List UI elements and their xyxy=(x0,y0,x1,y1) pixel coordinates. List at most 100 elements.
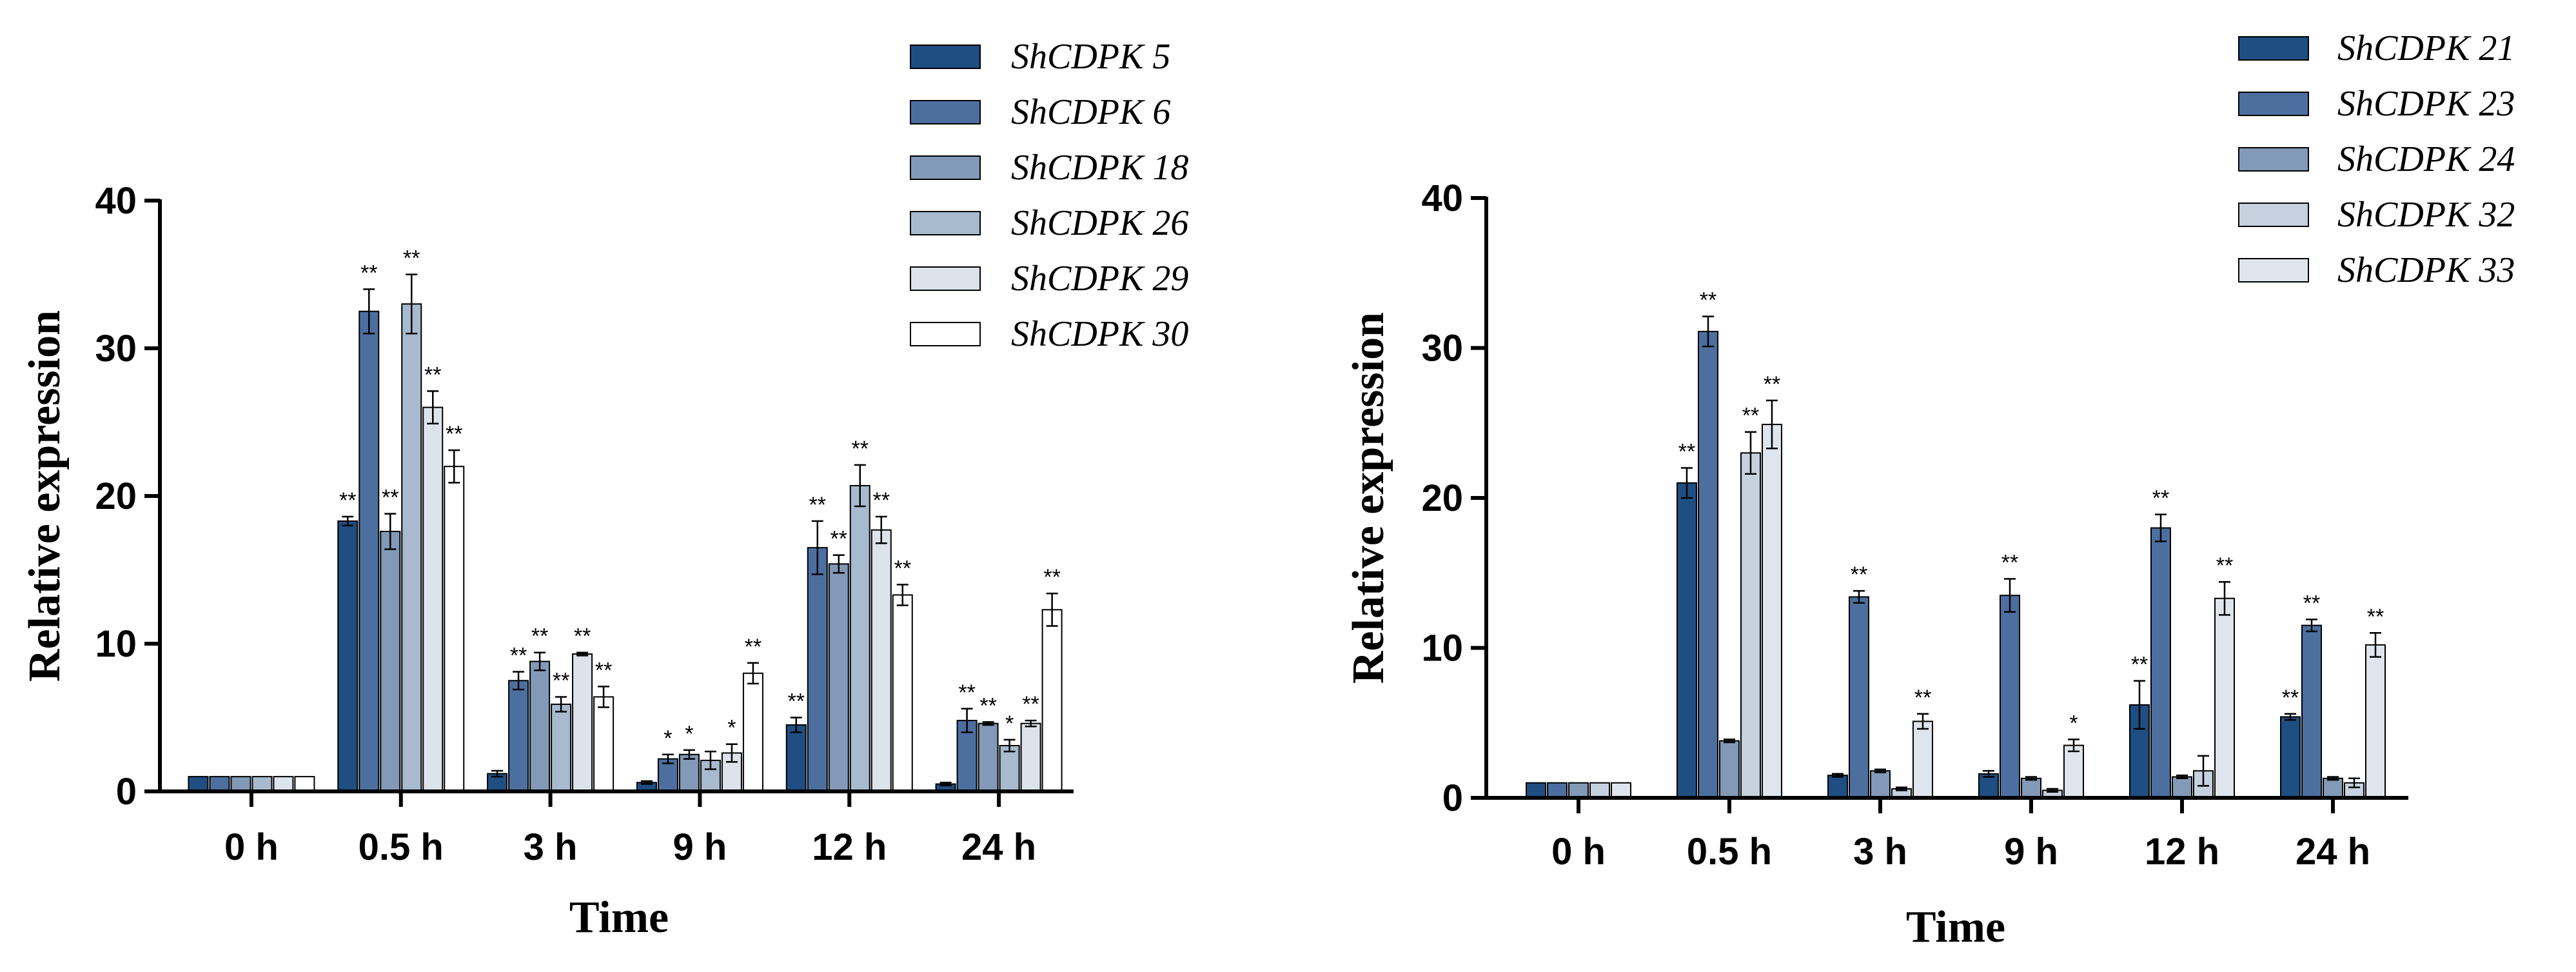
legend: ShCDPK 21 ShCDPK 23 ShCDPK 24 ShCDPK 32 ShCD… xyxy=(2239,28,2515,290)
significance-label: ** xyxy=(1700,288,1716,313)
x-tick-label: 3 h xyxy=(524,826,578,868)
bar xyxy=(231,777,250,791)
significance-label: ** xyxy=(1022,692,1039,717)
significance-label: ** xyxy=(403,246,420,271)
legend-swatch xyxy=(2239,148,2308,171)
bar xyxy=(2151,528,2170,798)
significance-label: ** xyxy=(831,527,847,551)
bar xyxy=(273,777,293,791)
bar xyxy=(872,530,891,791)
legend-label: ShCDPK 5 xyxy=(1011,37,1170,77)
bar xyxy=(380,531,400,791)
significance-label: * xyxy=(2069,711,2078,735)
y-tick-label: 10 xyxy=(95,623,137,665)
bar xyxy=(2302,626,2321,798)
legend-label: ShCDPK 23 xyxy=(2337,84,2515,124)
bar xyxy=(338,521,357,791)
significance-label: ** xyxy=(2152,486,2169,511)
bar xyxy=(1828,775,1847,798)
significance-label: ** xyxy=(788,689,805,714)
significance-label: ** xyxy=(446,422,462,446)
y-tick-label: 40 xyxy=(1421,177,1463,219)
y-tick-label: 0 xyxy=(1442,777,1463,819)
y-tick-label: 30 xyxy=(95,328,137,370)
bar xyxy=(2366,645,2385,798)
x-tick-label: 24 h xyxy=(961,826,1036,868)
significance-label: * xyxy=(664,726,672,751)
legend-swatch xyxy=(2239,92,2308,115)
significance-label: ** xyxy=(1742,404,1759,428)
legend-swatch xyxy=(2239,259,2308,282)
bar xyxy=(2000,595,2020,798)
significance-label: ** xyxy=(531,624,548,649)
significance-label: ** xyxy=(595,658,612,682)
bar xyxy=(530,661,549,791)
bar xyxy=(2064,746,2083,798)
y-axis-title: Relative expression xyxy=(1344,312,1393,684)
bar xyxy=(1720,741,1739,798)
bar xyxy=(1741,453,1760,798)
legend-label: ShCDPK 33 xyxy=(2337,250,2515,290)
y-tick-label: 40 xyxy=(95,180,137,222)
bar xyxy=(1021,724,1041,791)
significance-label: ** xyxy=(809,493,826,517)
legend-label: ShCDPK 6 xyxy=(1011,92,1170,132)
bar xyxy=(2215,599,2234,798)
legend-label: ShCDPK 26 xyxy=(1011,203,1188,243)
significance-label: ** xyxy=(745,635,762,659)
bar xyxy=(1698,332,1718,798)
bar xyxy=(1548,783,1567,798)
significance-label: ** xyxy=(852,437,869,461)
bar xyxy=(743,673,763,791)
bar xyxy=(1762,424,1782,798)
legend-label: ShCDPK 32 xyxy=(2337,195,2515,235)
bar xyxy=(444,466,464,791)
y-tick-label: 0 xyxy=(116,771,137,813)
x-tick-label: 0.5 h xyxy=(359,826,444,868)
legend-label: ShCDPK 24 xyxy=(2337,139,2515,179)
bar xyxy=(808,548,827,791)
chart-left: ****************************************… xyxy=(20,37,1188,942)
significance-label: ** xyxy=(2216,553,2233,578)
bar xyxy=(1526,783,1546,798)
x-axis-title: Time xyxy=(569,893,669,942)
significance-label: ** xyxy=(360,261,377,285)
significance-label: ** xyxy=(2001,551,2018,575)
bar xyxy=(402,304,421,791)
significance-label: ** xyxy=(894,556,911,580)
bar xyxy=(829,564,849,791)
bar xyxy=(188,777,208,791)
bar xyxy=(509,680,528,791)
significance-label: ** xyxy=(1678,440,1695,464)
significance-label: ** xyxy=(958,680,975,705)
x-axis-title: Time xyxy=(1906,902,2005,952)
bar xyxy=(1000,746,1019,791)
significance-label: * xyxy=(727,716,736,740)
significance-label: ** xyxy=(510,644,527,668)
legend-swatch xyxy=(910,267,980,290)
bar xyxy=(1871,771,1890,798)
bar xyxy=(551,704,571,791)
bar xyxy=(594,697,613,791)
significance-label: ** xyxy=(424,362,441,387)
x-tick-label: 0 h xyxy=(224,826,279,868)
bar xyxy=(1043,610,1062,791)
significance-label: ** xyxy=(1914,686,1931,710)
bar xyxy=(2323,779,2343,798)
bar xyxy=(1849,597,1869,798)
significance-label: ** xyxy=(2131,653,2148,677)
bar xyxy=(2172,777,2192,798)
bar xyxy=(1569,783,1588,798)
legend-label: ShCDPK 29 xyxy=(1011,259,1188,299)
bar xyxy=(787,725,806,791)
y-tick-label: 20 xyxy=(1421,477,1463,519)
significance-label: ** xyxy=(1043,565,1060,590)
y-tick-label: 20 xyxy=(95,475,137,517)
x-tick-label: 24 h xyxy=(2296,831,2370,873)
significance-label: ** xyxy=(873,488,890,513)
x-tick-label: 9 h xyxy=(2004,831,2058,873)
bar xyxy=(210,777,229,791)
y-tick-label: 30 xyxy=(1421,328,1463,370)
significance-label: ** xyxy=(979,693,996,718)
